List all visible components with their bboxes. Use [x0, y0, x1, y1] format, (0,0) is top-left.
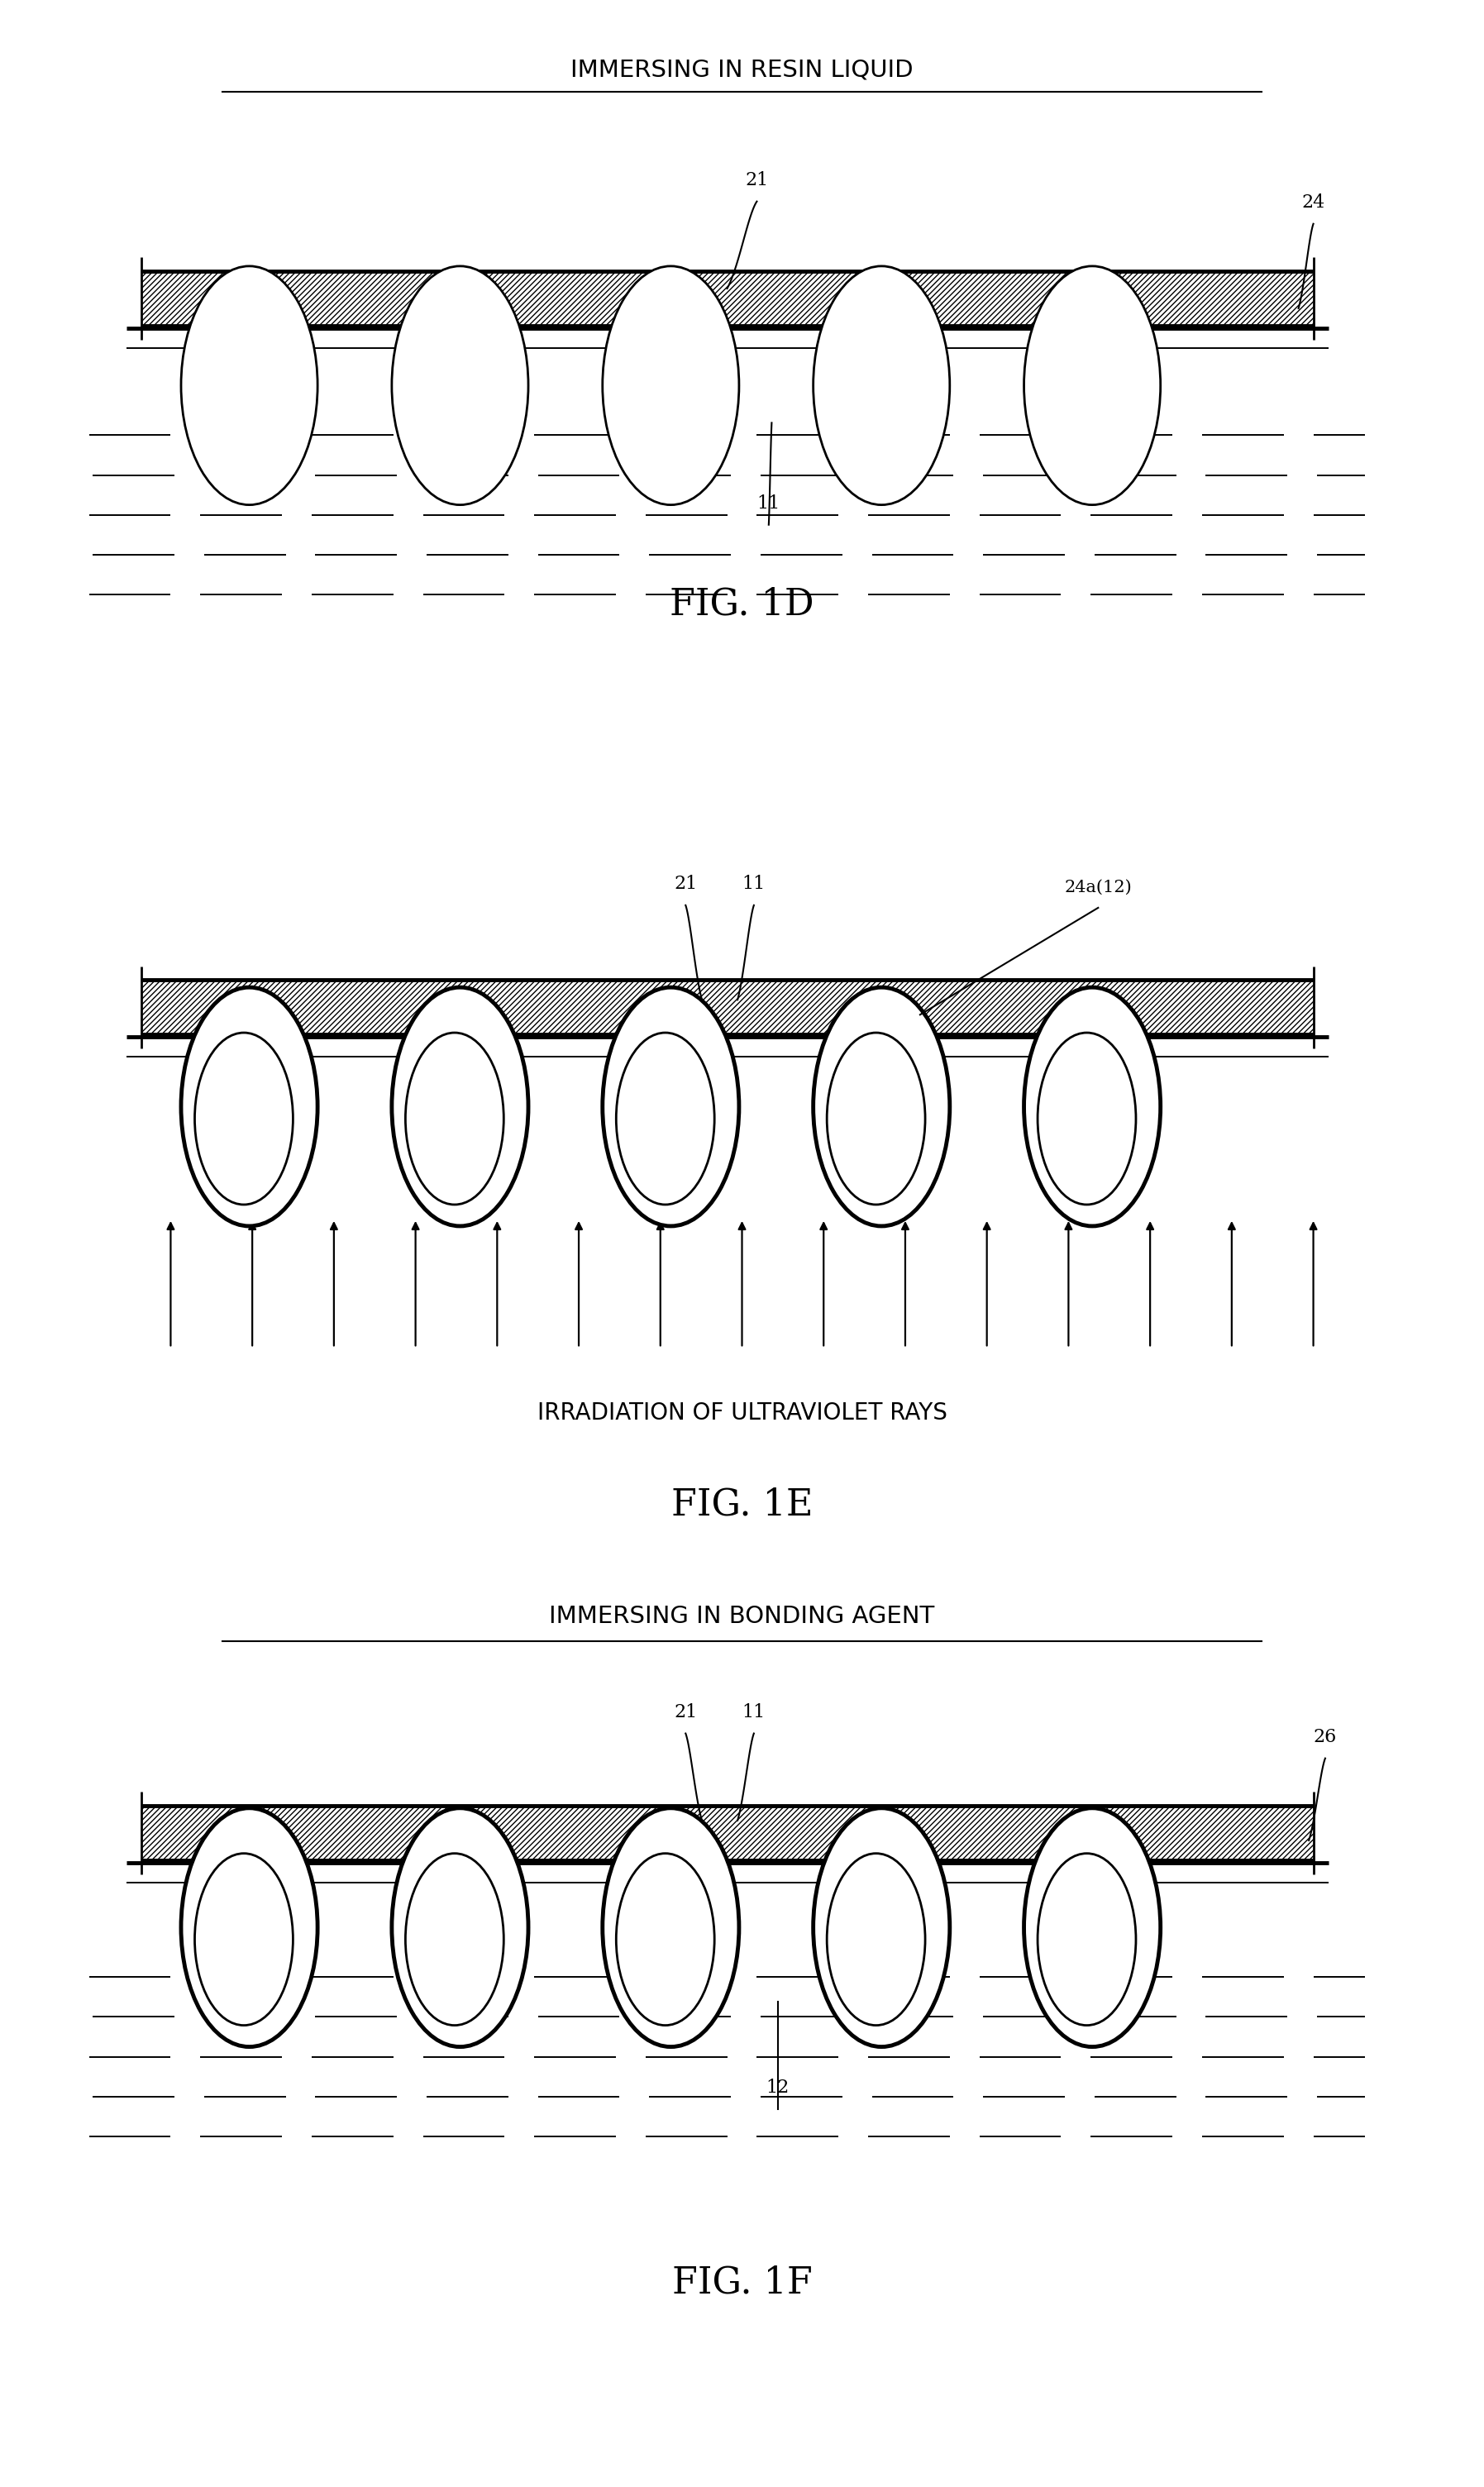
Text: 24: 24 [1301, 194, 1325, 211]
Ellipse shape [1024, 1808, 1160, 2047]
Text: FIG. 1D: FIG. 1D [669, 587, 815, 622]
Ellipse shape [603, 1808, 739, 2047]
Text: 26: 26 [1313, 1728, 1337, 1746]
Text: 11: 11 [757, 495, 781, 512]
Ellipse shape [181, 1808, 318, 2047]
Ellipse shape [813, 987, 950, 1226]
Ellipse shape [392, 266, 528, 505]
Text: 24a(12): 24a(12) [1064, 880, 1132, 895]
Text: FIG. 1F: FIG. 1F [672, 2266, 812, 2300]
Ellipse shape [813, 266, 950, 505]
Ellipse shape [603, 987, 739, 1226]
Bar [141, 271, 1313, 326]
Text: IMMERSING IN BONDING AGENT: IMMERSING IN BONDING AGENT [549, 1604, 935, 1629]
Text: FIG. 1E: FIG. 1E [671, 1487, 813, 1522]
Text: IMMERSING IN RESIN LIQUID: IMMERSING IN RESIN LIQUID [571, 57, 913, 82]
Ellipse shape [1024, 266, 1160, 505]
Bar [141, 1806, 1313, 1860]
Bar [141, 980, 1313, 1035]
Text: 11: 11 [742, 875, 766, 893]
Text: 21: 21 [674, 875, 697, 893]
Text: 11: 11 [742, 1704, 766, 1721]
Text: 12: 12 [766, 2079, 789, 2097]
Ellipse shape [603, 266, 739, 505]
Text: IRRADIATION OF ULTRAVIOLET RAYS: IRRADIATION OF ULTRAVIOLET RAYS [537, 1400, 947, 1425]
Text: 21: 21 [674, 1704, 697, 1721]
Ellipse shape [181, 266, 318, 505]
Bar [141, 980, 1313, 1035]
Ellipse shape [392, 987, 528, 1226]
Ellipse shape [181, 987, 318, 1226]
Ellipse shape [813, 1808, 950, 2047]
Ellipse shape [392, 1808, 528, 2047]
Ellipse shape [1024, 987, 1160, 1226]
Text: 21: 21 [745, 172, 769, 189]
Bar [141, 1806, 1313, 1860]
Bar [141, 271, 1313, 326]
